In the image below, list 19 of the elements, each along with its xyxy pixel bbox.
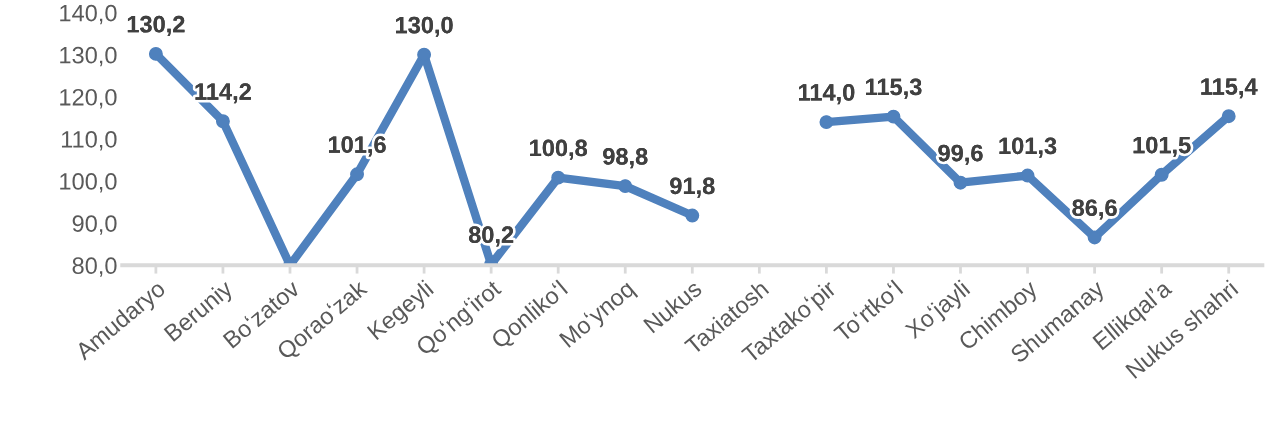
data-label: 130,2 [127,15,185,36]
y-tick-label: 100,0 [60,173,117,193]
y-tick-label: 120,0 [60,88,117,109]
data-label: 91,8 [670,177,715,198]
data-label: 130,0 [396,16,453,37]
data-label: 101,5 [1133,136,1191,157]
data-label: 115,3 [866,78,922,99]
data-label: 100,8 [530,139,588,160]
data-label: 115,4 [1201,78,1258,99]
data-label: 86,6 [1072,199,1117,220]
y-tick-label: 140,0 [60,4,117,25]
y-tick-label: 110,0 [61,131,117,151]
data-label: 98,8 [603,148,648,169]
data-label: 101,3 [999,137,1057,158]
y-tick-label: 80,0 [72,257,117,277]
y-tick-label: 90,0 [72,215,117,235]
data-label: 114,0 [799,84,855,105]
data-label: 99,6 [938,144,983,165]
y-tick-label: 130,0 [60,46,117,67]
